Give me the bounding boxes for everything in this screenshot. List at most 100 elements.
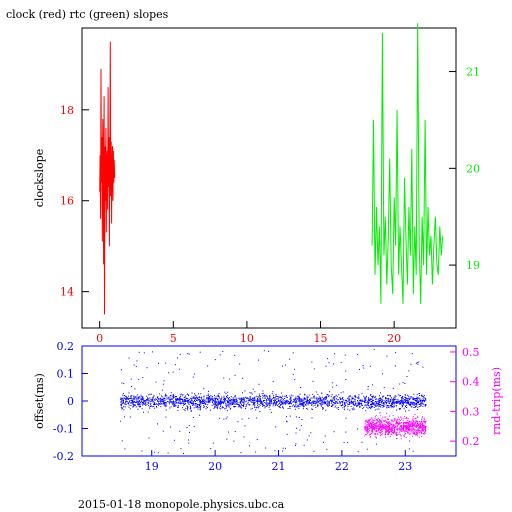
offset-points — [125, 401, 127, 403]
offset-points — [376, 403, 378, 405]
offset-points — [339, 397, 341, 399]
roundtrip-points — [411, 423, 413, 425]
offset-points — [407, 398, 409, 399]
offset-points — [143, 352, 145, 354]
offset-points — [139, 404, 141, 406]
offset-points — [202, 402, 204, 404]
offset-points — [194, 398, 196, 400]
offset-points — [331, 405, 333, 406]
offset-points — [204, 406, 205, 408]
roundtrip-points — [385, 429, 387, 431]
offset-points — [235, 406, 237, 407]
offset-points — [164, 403, 166, 405]
offset-points — [284, 395, 286, 397]
offset-points — [170, 392, 172, 394]
offset-points — [219, 403, 221, 405]
offset-points — [266, 399, 267, 401]
offset-points — [353, 405, 355, 407]
offset-points — [378, 402, 380, 404]
offset-points — [314, 403, 316, 405]
offset-points — [234, 406, 235, 408]
roundtrip-points — [367, 428, 369, 430]
offset-points — [392, 431, 394, 433]
roundtrip-points — [395, 434, 397, 436]
offset-points — [223, 402, 225, 404]
roundtrip-points — [376, 422, 378, 424]
offset-points — [421, 394, 423, 396]
roundtrip-points — [414, 418, 416, 420]
y-tick-label: 0.1 — [57, 368, 75, 381]
offset-points — [278, 397, 280, 398]
offset-points — [246, 398, 248, 399]
offset-points — [353, 395, 355, 397]
offset-points — [185, 407, 187, 409]
offset-points — [160, 406, 162, 408]
offset-points — [252, 398, 254, 399]
offset-points — [368, 400, 370, 402]
offset-points — [332, 404, 334, 405]
offset-points — [345, 431, 347, 433]
offset-points — [286, 433, 288, 435]
offset-points — [305, 404, 307, 406]
offset-points — [415, 400, 417, 402]
offset-points — [324, 401, 326, 403]
offset-points — [362, 400, 364, 402]
offset-points — [322, 402, 324, 404]
offset-points — [139, 396, 141, 398]
offset-points — [402, 382, 404, 384]
offset-points — [382, 373, 384, 375]
offset-points — [317, 400, 319, 402]
offset-points — [236, 400, 238, 402]
offset-points — [365, 395, 367, 397]
offset-points — [419, 402, 421, 404]
offset-points — [203, 400, 205, 402]
roundtrip-points — [411, 428, 413, 430]
offset-points — [240, 452, 242, 454]
offset-points — [245, 408, 246, 409]
offset-points — [278, 406, 280, 407]
roundtrip-points — [367, 427, 369, 429]
offset-points — [143, 401, 145, 402]
offset-points — [145, 401, 147, 403]
offset-points — [123, 397, 125, 399]
offset-points — [196, 404, 198, 406]
offset-points — [349, 395, 351, 397]
offset-points — [419, 395, 420, 396]
offset-points — [260, 401, 262, 403]
offset-points — [380, 406, 382, 408]
offset-points — [146, 402, 148, 404]
roundtrip-points — [422, 428, 424, 429]
roundtrip-points — [391, 431, 393, 433]
offset-points — [326, 404, 328, 406]
offset-points — [352, 401, 354, 403]
offset-points — [120, 404, 122, 406]
roundtrip-points — [381, 429, 383, 431]
offset-points — [134, 401, 136, 403]
offset-points — [168, 372, 170, 374]
offset-points — [362, 365, 364, 367]
offset-points — [375, 395, 377, 397]
offset-points — [417, 402, 419, 404]
offset-points — [264, 407, 266, 409]
offset-points — [254, 399, 256, 401]
offset-points — [199, 399, 201, 401]
offset-points — [215, 405, 217, 407]
offset-points — [353, 397, 355, 399]
offset-points — [157, 398, 159, 399]
roundtrip-points — [391, 433, 393, 435]
offset-points — [195, 406, 197, 408]
offset-points — [262, 390, 264, 392]
offset-points — [233, 406, 235, 407]
offset-points — [242, 377, 244, 379]
offset-points — [122, 406, 124, 408]
offset-points — [209, 399, 211, 401]
offset-points — [187, 402, 189, 404]
offset-points — [256, 395, 258, 397]
offset-points — [219, 401, 221, 403]
offset-points — [358, 404, 360, 406]
offset-points — [254, 402, 256, 403]
roundtrip-points — [392, 427, 394, 429]
roundtrip-points — [404, 417, 406, 419]
roundtrip-points — [376, 433, 378, 435]
offset-points — [402, 404, 404, 406]
